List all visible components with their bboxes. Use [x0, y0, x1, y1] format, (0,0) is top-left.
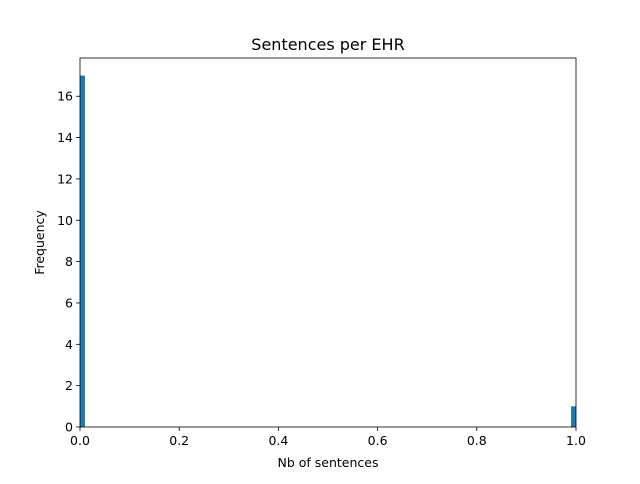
- y-tick-label: 2: [65, 378, 73, 393]
- y-tick-label: 6: [65, 295, 73, 310]
- y-tick-label: 8: [65, 254, 73, 269]
- histogram-bar-1: [571, 406, 576, 427]
- plot-frame: [79, 57, 577, 428]
- y-tick-label: 0: [65, 420, 73, 435]
- x-tick-label: 0.0: [70, 433, 90, 448]
- bars-group: [80, 75, 576, 428]
- chart-title: Sentences per EHR: [251, 35, 404, 54]
- y-tick-label: 4: [65, 337, 73, 352]
- x-tick-label: 0.4: [268, 433, 288, 448]
- x-axis-label: Nb of sentences: [278, 455, 379, 470]
- y-tick-label: 12: [57, 171, 73, 186]
- x-tick-label: 0.2: [169, 433, 189, 448]
- x-tick-label: 0.6: [368, 433, 388, 448]
- y-tick-label: 10: [57, 213, 73, 228]
- x-tick-label: 1.0: [566, 433, 586, 448]
- x-tick-label: 0.8: [467, 433, 487, 448]
- y-tick-label: 16: [57, 89, 73, 104]
- plot-area: [80, 58, 576, 427]
- y-axis-label: Frequency: [32, 210, 47, 275]
- y-axis-ticks: 0 2 4 6 8 10 12 14 16: [57, 89, 80, 435]
- histogram-bar-0: [80, 75, 85, 428]
- y-tick-label: 14: [57, 130, 73, 145]
- x-axis-ticks: 0.0 0.2 0.4 0.6 0.8 1.0: [70, 427, 586, 448]
